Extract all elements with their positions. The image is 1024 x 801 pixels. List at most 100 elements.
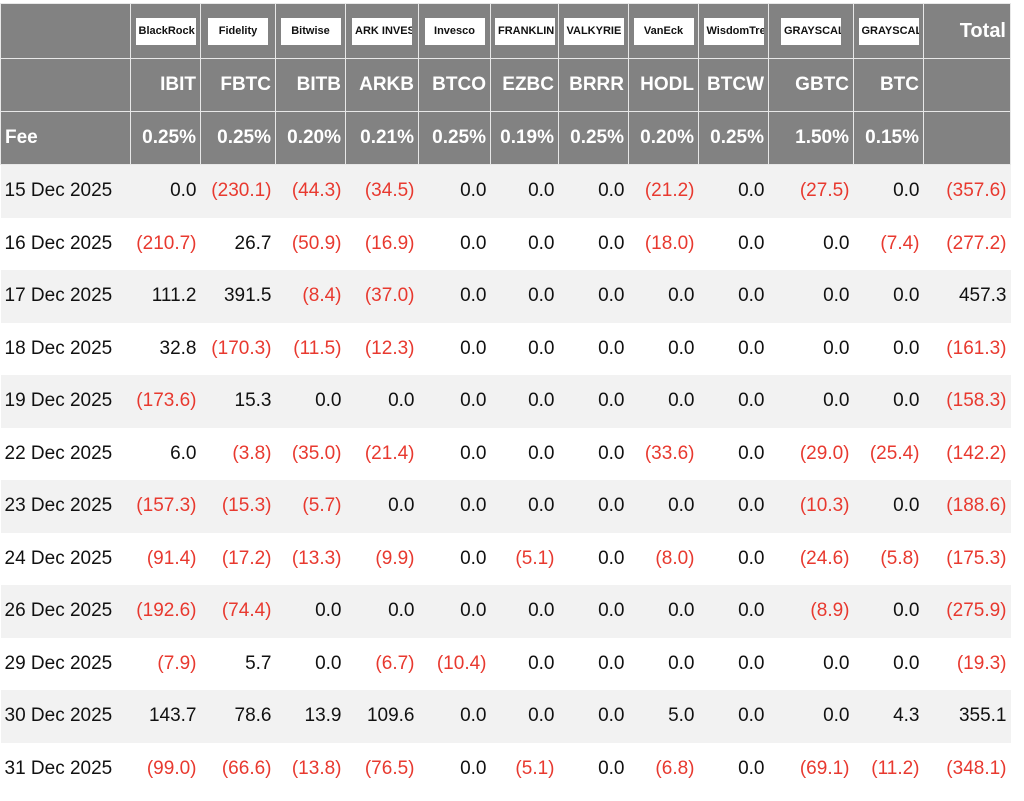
- flow-cell: 143.7: [130, 690, 201, 743]
- ticker-header: IBIT: [130, 58, 201, 112]
- issuer-logo: VanEck: [633, 17, 694, 45]
- flow-cell: 111.2: [130, 270, 201, 323]
- flow-cell: 0.0: [768, 637, 854, 690]
- fee-value: 0.20%: [628, 111, 699, 165]
- flow-cell: 0.0: [558, 742, 629, 795]
- flow-cell: (11.2): [853, 742, 924, 795]
- flow-cell: 0.0: [418, 690, 491, 743]
- fee-row: Fee 0.25% 0.25% 0.20% 0.21% 0.25% 0.19% 0.25% 0…: [0, 111, 1011, 165]
- flow-cell: (25.4): [853, 427, 924, 480]
- flow-cell: 78.6: [200, 690, 276, 743]
- flow-cell: (50.9): [275, 217, 346, 270]
- flow-cell: (24.6): [768, 532, 854, 585]
- table-row: 17 Dec 2025 111.2 391.5 (8.4) (37.0) 0.0 0.0 0.…: [0, 270, 1011, 323]
- flow-cell: 0.0: [490, 322, 559, 375]
- flow-cell: (15.3): [200, 480, 276, 533]
- ticker-header: FBTC: [200, 58, 276, 112]
- logo-cell: VALKYRIE: [558, 3, 629, 59]
- flow-cell: (5.1): [490, 532, 559, 585]
- date-cell: 26 Dec 2025: [0, 585, 131, 638]
- table-row: 18 Dec 2025 32.8 (170.3) (11.5) (12.3) 0.0 0.0…: [0, 322, 1011, 375]
- total-cell: (142.2): [923, 427, 1011, 480]
- fee-label: Fee: [0, 111, 131, 165]
- flow-cell: (10.4): [418, 637, 491, 690]
- flow-cell: 0.0: [628, 480, 699, 533]
- flow-cell: 0.0: [345, 480, 419, 533]
- logo-cell: ARK INVEST: [345, 3, 419, 59]
- flow-cell: 4.3: [853, 690, 924, 743]
- issuer-logo: Invesco: [424, 17, 485, 45]
- flow-cell: (13.3): [275, 532, 346, 585]
- issuer-logo: Bitwise: [280, 17, 341, 45]
- table-row: 24 Dec 2025 (91.4) (17.2) (13.3) (9.9) 0.0 (5.…: [0, 532, 1011, 585]
- flow-cell: (21.2): [628, 164, 699, 218]
- fee-value: 0.25%: [418, 111, 491, 165]
- logo-cell: Invesco: [418, 3, 491, 59]
- flow-cell: (6.8): [628, 742, 699, 795]
- flow-cell: 0.0: [768, 270, 854, 323]
- flow-cell: 0.0: [418, 480, 491, 533]
- table-row: 29 Dec 2025 (7.9) 5.7 0.0 (6.7) (10.4) 0.0 0.0 0…: [0, 637, 1011, 690]
- logo-cell: FRANKLIN TEMPLETON: [490, 3, 559, 59]
- ticker-header: BTCW: [698, 58, 769, 112]
- table-row: 22 Dec 2025 6.0 (3.8) (35.0) (21.4) 0.0 0.0 0.0…: [0, 427, 1011, 480]
- ticker-header: BTC: [853, 58, 924, 112]
- flow-cell: 0.0: [490, 164, 559, 218]
- flow-cell: 0.0: [558, 585, 629, 638]
- flow-cell: (210.7): [130, 217, 201, 270]
- flow-cell: 0.0: [853, 585, 924, 638]
- flow-cell: (76.5): [345, 742, 419, 795]
- flow-cell: (8.0): [628, 532, 699, 585]
- flow-cell: (12.3): [345, 322, 419, 375]
- flow-cell: 0.0: [698, 637, 769, 690]
- flow-cell: 0.0: [275, 585, 346, 638]
- flow-cell: (173.6): [130, 375, 201, 428]
- flow-cell: (27.5): [768, 164, 854, 218]
- flow-cell: 0.0: [628, 322, 699, 375]
- fee-value: 0.25%: [200, 111, 276, 165]
- total-cell: (277.2): [923, 217, 1011, 270]
- flow-cell: (170.3): [200, 322, 276, 375]
- flow-cell: (18.0): [628, 217, 699, 270]
- fee-value: 0.25%: [698, 111, 769, 165]
- issuer-logo: FRANKLIN TEMPLETON: [495, 17, 555, 45]
- fee-value: 0.25%: [130, 111, 201, 165]
- flow-cell: 0.0: [130, 164, 201, 218]
- flow-cell: 15.3: [200, 375, 276, 428]
- ticker-header-empty: [923, 58, 1011, 112]
- flow-cell: (33.6): [628, 427, 699, 480]
- flow-cell: 0.0: [558, 375, 629, 428]
- flow-cell: 0.0: [418, 585, 491, 638]
- flow-cell: 0.0: [768, 375, 854, 428]
- table-row: 26 Dec 2025 (192.6) (74.4) 0.0 0.0 0.0 0.0 0.0 0…: [0, 585, 1011, 638]
- flow-cell: (74.4): [200, 585, 276, 638]
- flow-cell: 0.0: [418, 217, 491, 270]
- flow-cell: (21.4): [345, 427, 419, 480]
- logo-cell: VanEck: [628, 3, 699, 59]
- fee-value: 0.25%: [558, 111, 629, 165]
- flow-cell: (99.0): [130, 742, 201, 795]
- logo-cell: GRAYSCALE: [853, 3, 924, 59]
- flow-cell: 0.0: [418, 164, 491, 218]
- flow-cell: 0.0: [558, 532, 629, 585]
- table-row: 15 Dec 2025 0.0 (230.1) (44.3) (34.5) 0.0 0.0 0…: [0, 164, 1011, 218]
- issuer-logo: Fidelity: [208, 17, 268, 45]
- date-cell: 23 Dec 2025: [0, 480, 131, 533]
- date-cell: 16 Dec 2025: [0, 217, 131, 270]
- flow-cell: 0.0: [490, 375, 559, 428]
- table-row: 31 Dec 2025 (99.0) (66.6) (13.8) (76.5) 0.0 (5…: [0, 742, 1011, 795]
- flow-cell: 0.0: [558, 480, 629, 533]
- flow-cell: 0.0: [853, 322, 924, 375]
- date-cell: 18 Dec 2025: [0, 322, 131, 375]
- ticker-header: BRRR: [558, 58, 629, 112]
- flow-cell: 109.6: [345, 690, 419, 743]
- logo-cell: GRAYSCALE: [768, 3, 854, 59]
- flow-cell: 0.0: [418, 532, 491, 585]
- flow-cell: 0.0: [698, 217, 769, 270]
- ticker-header: GBTC: [768, 58, 854, 112]
- flow-cell: 0.0: [490, 427, 559, 480]
- issuer-logo: BlackRock: [135, 17, 196, 45]
- flow-cell: (10.3): [768, 480, 854, 533]
- table-row: 23 Dec 2025 (157.3) (15.3) (5.7) 0.0 0.0 0.0 0.…: [0, 480, 1011, 533]
- flow-cell: 0.0: [628, 270, 699, 323]
